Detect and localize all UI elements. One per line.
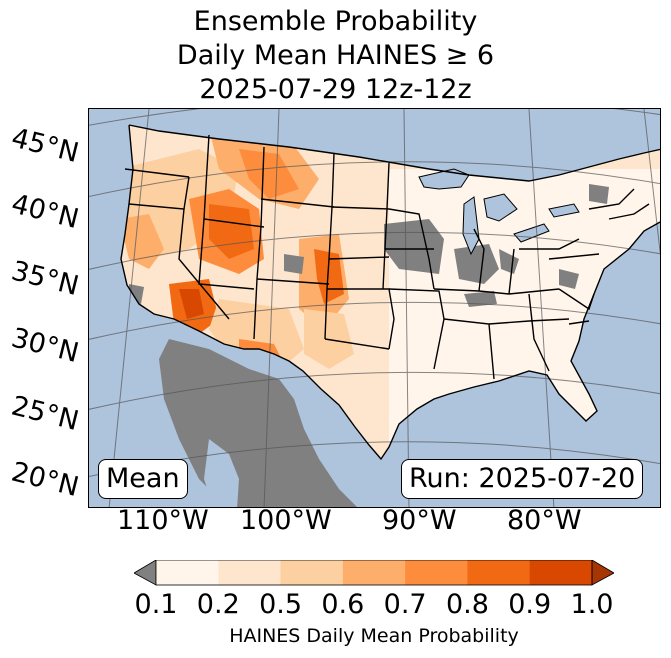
colorbar-under-arrow [134,560,157,586]
lat-label-25n: 25°N [8,390,82,438]
colorbar-bin [467,560,531,585]
colorbar-tick-label: 0.5 [259,589,303,620]
stat-label-box: Mean [98,459,188,499]
colorbar-bin [156,560,219,585]
colorbar-bin [342,560,406,585]
lon-label-90w: 90°W [382,505,457,536]
colorbar-tick-label: 0.7 [383,589,427,620]
map-panel [88,108,661,508]
colorbar [134,560,614,586]
colorbar-bin [280,560,344,585]
run-date-box: Run: 2025-07-20 [401,459,644,499]
colorbar-bin [218,560,282,585]
colorbar-tick-label: 0.2 [196,589,240,620]
lat-label-20n: 20°N [8,456,82,504]
state-boundaries [120,124,660,461]
colorbar-border [155,560,593,586]
lat-label-45n: 45°N [8,122,82,170]
colorbar-tick-label: 0.6 [321,589,365,620]
map-title-line-2: Daily Mean HAINES ≥ 6 [176,40,495,71]
colorbar-tick-label: 0.1 [134,589,178,620]
lon-label-110w: 110°W [117,505,209,536]
colorbar-tick-label: 1.0 [570,589,614,620]
lon-label-80w: 80°W [507,505,582,536]
colorbar-over-arrow [591,560,614,586]
colorbar-label: HAINES Daily Mean Probability [229,625,519,647]
colorbar-bin [529,560,593,585]
great-lakes [418,168,580,256]
lat-label-40n: 40°N [8,188,82,236]
colorbar-tick-label: 0.8 [445,589,489,620]
map-title-line-1: Ensemble Probability [193,6,478,37]
colorbar-bin [405,560,468,585]
map-title-line-3: 2025-07-29 12z-12z [199,74,472,105]
lat-label-35n: 35°N [8,255,82,303]
mexico-no-data-region [159,339,357,507]
lon-label-100w: 100°W [240,505,332,536]
lat-label-30n: 30°N [8,322,82,370]
colorbar-tick-label: 0.9 [508,589,552,620]
probability-map [89,109,660,507]
